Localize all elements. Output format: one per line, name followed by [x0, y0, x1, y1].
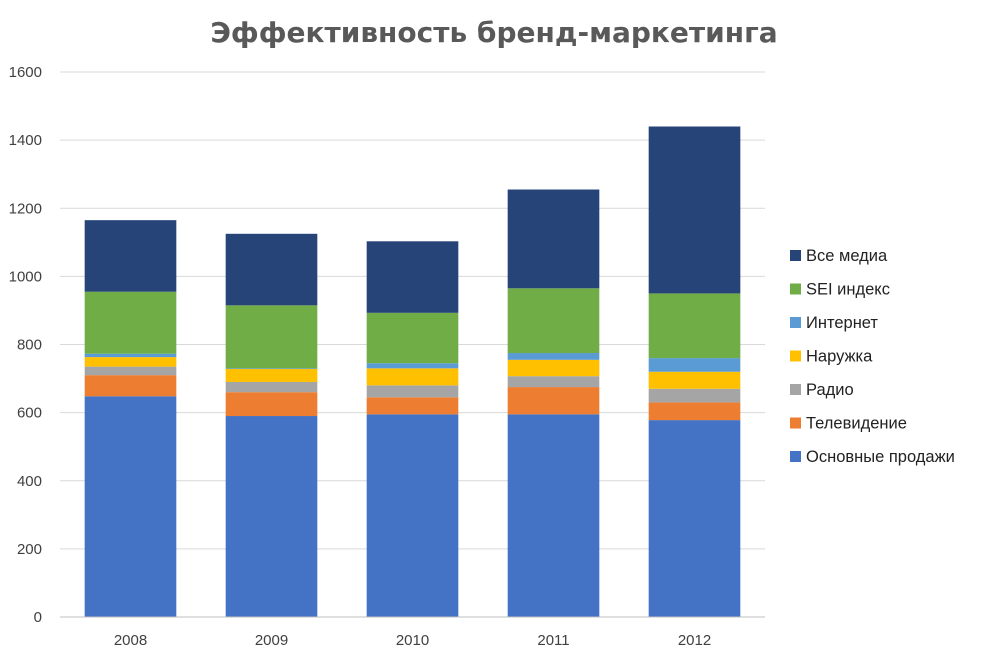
bar-group-2012: [648, 126, 741, 617]
x-tick-label: 2011: [537, 632, 569, 649]
legend: Все медиа SEI индекс Интернет Наружка Радио Т…: [790, 247, 955, 466]
bar-segment-2011-series-4: [507, 353, 600, 360]
x-tick-label: 2009: [255, 632, 288, 649]
bar-segment-2012-series-4: [648, 358, 741, 372]
bar-segment-2008-series-1: [84, 375, 177, 397]
legend-swatch: [790, 451, 801, 462]
y-tick-label: 400: [17, 473, 42, 490]
legend-label: Радио: [806, 381, 854, 399]
chart-title: Эффективность бренд-маркетинга: [210, 16, 777, 49]
bar-segment-2012-series-5: [648, 293, 741, 359]
bar-segment-2011-series-6: [507, 189, 600, 289]
bar-segment-2012-series-2: [648, 388, 741, 403]
bar-segment-2009-series-4: [225, 368, 318, 370]
bar-segment-2012-series-1: [648, 402, 741, 421]
bar-segment-2010-series-4: [366, 363, 459, 369]
bar-group-2010: [366, 241, 459, 617]
y-tick-label: 0: [34, 609, 42, 626]
bar-segment-2011-series-0: [507, 414, 600, 617]
bars: [84, 126, 741, 617]
bar-group-2008: [84, 220, 177, 617]
bar-segment-2012-series-0: [648, 420, 741, 617]
bar-segment-2008-series-3: [84, 357, 177, 367]
legend-item: Основные продажи: [790, 448, 955, 466]
y-axis-ticks: 0 200 400 600 800 1000 1200 1400 1600: [9, 64, 42, 626]
bar-segment-2009-series-2: [225, 381, 318, 393]
bar-segment-2008-series-6: [84, 220, 177, 292]
bar-segment-2010-series-2: [366, 385, 459, 398]
legend-swatch: [790, 250, 801, 261]
x-tick-label: 2012: [678, 632, 711, 649]
legend-swatch: [790, 417, 801, 429]
bar-segment-2010-series-6: [366, 241, 459, 313]
bar-segment-2010-series-1: [366, 397, 459, 415]
y-tick-label: 200: [17, 541, 42, 558]
legend-label: Телевидение: [806, 415, 907, 433]
bar-segment-2009-series-3: [225, 369, 318, 382]
bar-segment-2010-series-5: [366, 312, 459, 364]
bar-segment-2010-series-3: [366, 368, 459, 386]
legend-swatch: [790, 350, 801, 362]
bar-segment-2009-series-0: [225, 416, 318, 617]
legend-item: Все медиа: [790, 247, 888, 265]
legend-label: Наружка: [806, 348, 873, 366]
bar-segment-2012-series-3: [648, 371, 741, 389]
y-tick-label: 1200: [9, 200, 42, 217]
bar-segment-2011-series-3: [507, 359, 600, 377]
legend-label: Все медиа: [806, 247, 888, 265]
bar-segment-2011-series-5: [507, 288, 600, 354]
y-tick-label: 1600: [9, 64, 42, 81]
legend-swatch: [790, 283, 801, 295]
legend-label: SEI индекс: [806, 281, 890, 299]
bar-segment-2009-series-1: [225, 392, 318, 417]
legend-item: Наружка: [790, 348, 873, 366]
x-axis-ticks: 2008 2009 2010 2011 2012: [114, 632, 711, 649]
legend-item: Радио: [790, 381, 854, 399]
bar-segment-2008-series-0: [84, 396, 177, 617]
bar-segment-2008-series-4: [84, 353, 177, 358]
bar-group-2009: [225, 233, 318, 617]
y-tick-label: 800: [17, 337, 42, 354]
bar-segment-2010-series-0: [366, 414, 459, 617]
legend-label: Интернет: [806, 314, 878, 332]
bar-segment-2009-series-6: [225, 233, 318, 306]
bar-segment-2012-series-6: [648, 126, 741, 294]
legend-item: Интернет: [790, 314, 878, 332]
y-tick-label: 1000: [9, 268, 42, 285]
y-tick-label: 600: [17, 405, 42, 422]
y-tick-label: 1400: [9, 132, 42, 149]
legend-item: SEI индекс: [790, 281, 890, 299]
x-tick-label: 2008: [114, 632, 147, 649]
legend-swatch: [790, 317, 801, 328]
legend-label: Основные продажи: [806, 448, 955, 466]
bar-segment-2008-series-2: [84, 366, 177, 376]
legend-item: Телевидение: [790, 415, 907, 433]
bar-group-2011: [507, 189, 600, 617]
bar-segment-2011-series-1: [507, 387, 600, 415]
bar-segment-2008-series-5: [84, 291, 177, 354]
bar-segment-2011-series-2: [507, 376, 600, 388]
bar-segment-2009-series-5: [225, 305, 318, 369]
legend-swatch: [790, 384, 801, 395]
x-tick-label: 2010: [396, 632, 429, 649]
